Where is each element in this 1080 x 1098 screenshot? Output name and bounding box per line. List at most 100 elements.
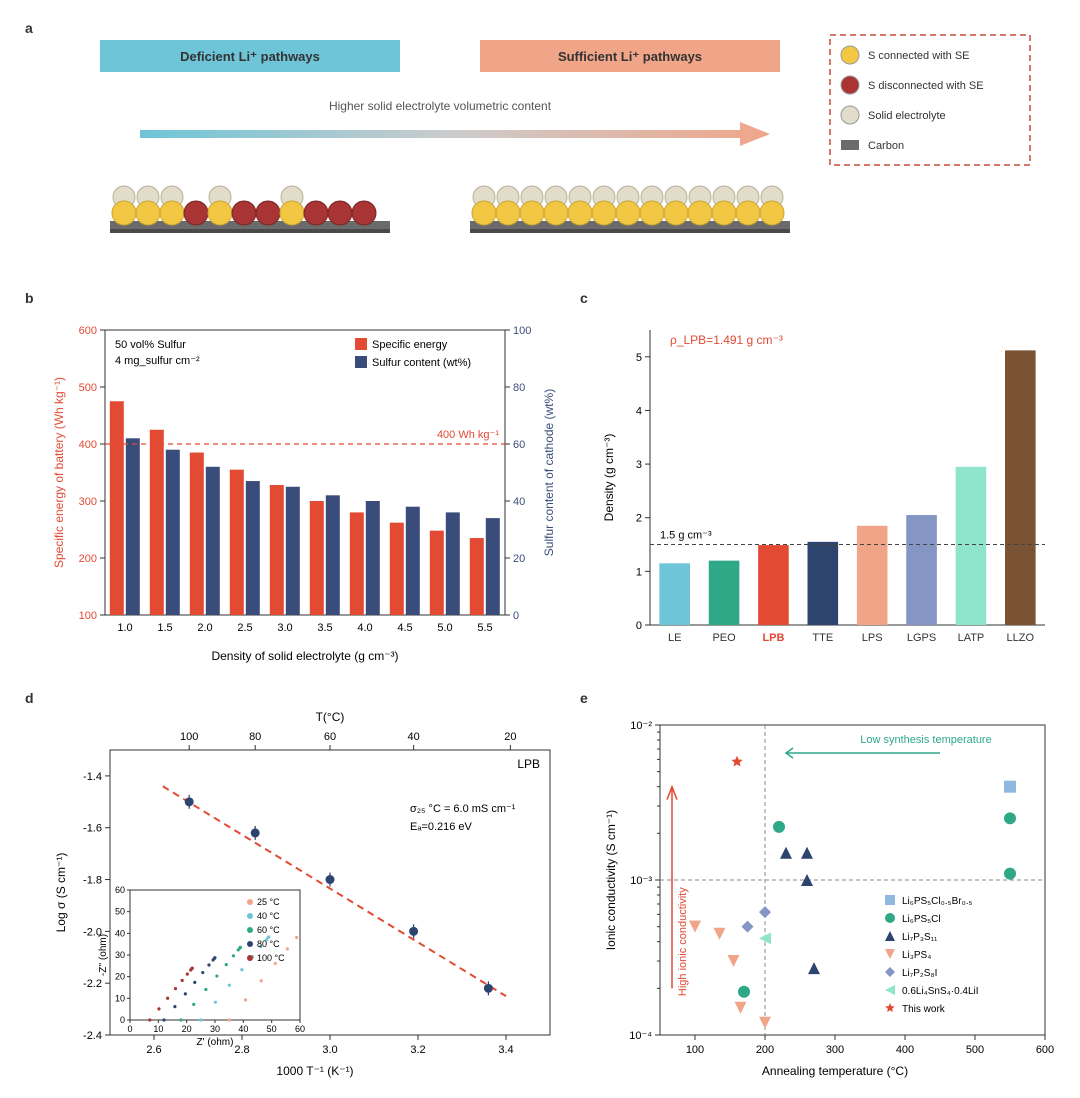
svg-text:Z' (ohm): Z' (ohm) [197, 1037, 234, 1048]
svg-text:σ₂₅ °C = 6.0 mS cm⁻¹: σ₂₅ °C = 6.0 mS cm⁻¹ [410, 803, 516, 815]
svg-text:100: 100 [79, 610, 97, 622]
svg-text:Sulfur content (wt%): Sulfur content (wt%) [372, 357, 471, 369]
svg-text:80 °C: 80 °C [257, 939, 280, 949]
svg-text:0.6Li₄SnS₄·0.4LiI: 0.6Li₄SnS₄·0.4LiI [902, 986, 979, 997]
panel-label-e: e [580, 690, 588, 706]
svg-text:3.0: 3.0 [322, 1044, 337, 1056]
svg-text:2: 2 [636, 513, 642, 525]
svg-text:10⁻³: 10⁻³ [630, 875, 652, 887]
svg-text:Li₇P₂S₈I: Li₇P₂S₈I [902, 968, 937, 979]
svg-text:100 °C: 100 °C [257, 953, 285, 963]
svg-text:Li₆PS₅Cl₀.₅Br₀.₅: Li₆PS₅Cl₀.₅Br₀.₅ [902, 896, 973, 907]
panel-label-c: c [580, 290, 588, 306]
svg-text:4: 4 [636, 405, 642, 417]
svg-text:-2.2: -2.2 [83, 978, 102, 990]
svg-text:30: 30 [115, 950, 125, 960]
svg-text:ρ_LPB=1.491 g cm⁻³: ρ_LPB=1.491 g cm⁻³ [670, 333, 783, 347]
panel-b: 1002003004005006000204060801001.01.52.02… [45, 310, 565, 670]
svg-text:Density (g cm⁻³): Density (g cm⁻³) [602, 434, 616, 522]
svg-text:3: 3 [636, 459, 642, 471]
svg-text:-1.6: -1.6 [83, 823, 102, 835]
svg-text:10⁻²: 10⁻² [630, 720, 652, 732]
svg-text:3.4: 3.4 [498, 1044, 513, 1056]
svg-text:5.0: 5.0 [437, 622, 452, 634]
svg-text:50 vol% Sulfur: 50 vol% Sulfur [115, 339, 186, 351]
svg-text:LPS: LPS [862, 632, 883, 644]
svg-text:LE: LE [668, 632, 681, 644]
svg-text:600: 600 [79, 325, 97, 337]
svg-text:Higher solid electrolyte volum: Higher solid electrolyte volumetric cont… [329, 99, 552, 113]
svg-text:LPB: LPB [762, 632, 784, 644]
svg-text:40: 40 [513, 496, 525, 508]
svg-text:3.0: 3.0 [277, 622, 292, 634]
svg-text:Eₐ=0.216 eV: Eₐ=0.216 eV [410, 821, 473, 833]
svg-text:0: 0 [127, 1024, 132, 1034]
svg-text:4.0: 4.0 [357, 622, 372, 634]
svg-text:-2.4: -2.4 [83, 1030, 102, 1042]
svg-text:LATP: LATP [958, 632, 985, 644]
panel-d: 2.62.83.03.23.410080604020T(°C)-1.4-1.6-… [45, 705, 565, 1085]
svg-text:Low synthesis temperature: Low synthesis temperature [860, 734, 991, 746]
svg-text:Carbon: Carbon [868, 140, 904, 152]
svg-text:500: 500 [79, 382, 97, 394]
svg-text:Specific energy of battery (Wh: Specific energy of battery (Wh kg⁻¹) [52, 377, 66, 568]
panel-label-b: b [25, 290, 34, 306]
svg-text:2.6: 2.6 [146, 1044, 161, 1056]
svg-text:60: 60 [295, 1024, 305, 1034]
svg-text:2.5: 2.5 [237, 622, 252, 634]
svg-text:Ionic conductivity (S cm⁻¹): Ionic conductivity (S cm⁻¹) [604, 810, 618, 950]
svg-text:10: 10 [115, 993, 125, 1003]
svg-text:-Z'' (ohm): -Z'' (ohm) [98, 934, 109, 976]
svg-text:80: 80 [513, 382, 525, 394]
svg-text:100: 100 [180, 731, 198, 743]
svg-text:25 °C: 25 °C [257, 897, 280, 907]
panel-a: Deficient Li⁺ pathwaysSufficient Li⁺ pat… [50, 30, 1040, 270]
svg-text:LGPS: LGPS [907, 632, 936, 644]
svg-text:LLZO: LLZO [1007, 632, 1035, 644]
svg-text:300: 300 [826, 1044, 844, 1056]
svg-text:40: 40 [407, 731, 419, 743]
svg-text:0: 0 [513, 610, 519, 622]
svg-text:TTE: TTE [812, 632, 833, 644]
svg-text:60: 60 [324, 731, 336, 743]
svg-text:4 mg_sulfur cm⁻²: 4 mg_sulfur cm⁻² [115, 355, 200, 367]
svg-text:50: 50 [267, 1024, 277, 1034]
svg-text:60: 60 [115, 885, 125, 895]
svg-text:5.5: 5.5 [477, 622, 492, 634]
svg-text:400: 400 [896, 1044, 914, 1056]
svg-text:This work: This work [902, 1004, 946, 1015]
svg-text:T(°C): T(°C) [316, 710, 345, 724]
svg-text:Solid electrolyte: Solid electrolyte [868, 110, 946, 122]
svg-text:40: 40 [115, 928, 125, 938]
svg-text:10: 10 [153, 1024, 163, 1034]
svg-text:Density of solid electrolyte (: Density of solid electrolyte (g cm⁻³) [211, 649, 398, 663]
svg-text:S connected with SE: S connected with SE [868, 50, 970, 62]
svg-text:100: 100 [513, 325, 531, 337]
svg-text:1000 T⁻¹ (K⁻¹): 1000 T⁻¹ (K⁻¹) [276, 1064, 353, 1078]
svg-text:Li₃PS₄: Li₃PS₄ [902, 950, 931, 961]
svg-text:20: 20 [513, 553, 525, 565]
svg-text:20: 20 [504, 731, 516, 743]
svg-text:40: 40 [238, 1024, 248, 1034]
panel-label-d: d [25, 690, 34, 706]
svg-text:1.0: 1.0 [117, 622, 132, 634]
svg-text:50: 50 [115, 907, 125, 917]
svg-text:3.2: 3.2 [410, 1044, 425, 1056]
svg-text:60: 60 [513, 439, 525, 451]
svg-text:200: 200 [79, 553, 97, 565]
svg-text:Sulfur content of cathode (wt%: Sulfur content of cathode (wt%) [542, 389, 556, 556]
svg-text:0: 0 [120, 1015, 125, 1025]
svg-text:20: 20 [115, 972, 125, 982]
svg-text:Sufficient Li⁺ pathways: Sufficient Li⁺ pathways [558, 49, 702, 64]
svg-text:Li₆PS₅Cl: Li₆PS₅Cl [902, 914, 941, 925]
svg-text:1.5: 1.5 [157, 622, 172, 634]
svg-text:1: 1 [636, 566, 642, 578]
svg-text:40 °C: 40 °C [257, 911, 280, 921]
svg-text:4.5: 4.5 [397, 622, 412, 634]
panel-label-a: a [25, 20, 33, 36]
svg-text:0: 0 [636, 620, 642, 632]
svg-text:LPB: LPB [517, 757, 540, 771]
svg-text:S disconnected with SE: S disconnected with SE [868, 80, 984, 92]
svg-text:400 Wh kg⁻¹: 400 Wh kg⁻¹ [437, 429, 499, 441]
panel-c: 012345LEPEOLPBTTELPSLGPSLATPLLZO1.5 g cm… [595, 310, 1055, 670]
